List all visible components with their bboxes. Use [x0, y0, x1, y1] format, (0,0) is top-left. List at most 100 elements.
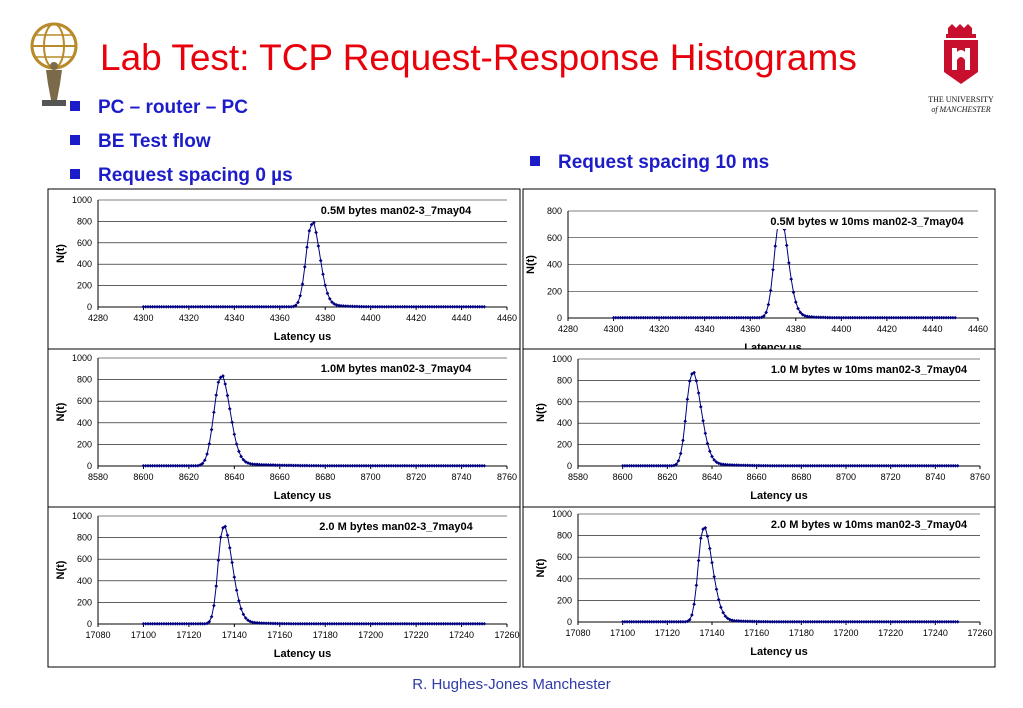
data-point: [750, 315, 755, 320]
data-point: [685, 397, 690, 402]
data-point: [191, 304, 196, 309]
data-point: [441, 463, 446, 468]
data-point: [707, 449, 712, 454]
data-point: [698, 405, 703, 409]
data-point: [402, 463, 407, 468]
data-point: [477, 304, 482, 309]
x-tick-label: 17260: [967, 628, 992, 638]
data-point: [400, 463, 405, 468]
data-point: [913, 619, 918, 624]
y-tick-label: 800: [77, 375, 92, 385]
y-tick-label: 800: [77, 533, 92, 543]
data-point: [791, 290, 796, 295]
data-point: [766, 302, 771, 307]
data-point: [380, 463, 384, 468]
data-point: [189, 463, 194, 468]
data-point: [391, 304, 396, 309]
data-point: [696, 391, 701, 395]
data-point: [173, 304, 178, 309]
data-point: [277, 463, 282, 468]
data-point: [725, 462, 730, 467]
data-point: [759, 619, 763, 624]
data-point: [855, 315, 860, 320]
data-point: [844, 315, 848, 320]
data-point: [949, 619, 953, 624]
data-point: [389, 621, 393, 626]
data-point: [719, 605, 723, 610]
data-point: [250, 462, 255, 466]
data-point: [471, 304, 475, 309]
data-point: [898, 315, 903, 320]
x-tick-label: 4460: [497, 313, 517, 323]
data-point: [325, 291, 330, 296]
data-point: [357, 463, 362, 468]
data-point: [150, 463, 155, 468]
data-point: [937, 315, 942, 320]
data-point: [815, 619, 819, 624]
data-point: [407, 463, 412, 468]
data-point: [325, 463, 330, 468]
data-point: [468, 463, 473, 468]
data-point: [482, 304, 487, 309]
data-point: [296, 463, 300, 468]
data-point: [636, 315, 641, 320]
data-point: [792, 619, 797, 624]
data-point: [765, 619, 770, 624]
data-point: [464, 463, 468, 468]
data-point: [643, 315, 648, 320]
data-point: [718, 315, 723, 320]
data-point: [663, 619, 667, 624]
data-point: [373, 304, 378, 309]
data-point: [920, 619, 924, 624]
data-point: [730, 315, 734, 320]
data-point: [915, 463, 920, 468]
bullet-item: Request spacing 10 ms: [530, 151, 769, 175]
chart-frame: [522, 506, 996, 668]
data-point: [828, 619, 833, 624]
data-point: [739, 315, 743, 320]
data-point: [732, 315, 737, 320]
data-point: [618, 315, 623, 320]
data-point: [923, 315, 928, 320]
atlas-logo: [30, 22, 78, 106]
data-point: [841, 619, 846, 624]
y-tick-label: 600: [77, 396, 92, 406]
data-point: [937, 619, 942, 624]
data-point: [627, 315, 632, 320]
data-point: [323, 283, 328, 288]
data-point: [859, 619, 864, 624]
data-point: [409, 621, 414, 626]
data-point: [473, 621, 478, 626]
data-point: [681, 619, 685, 624]
data-point: [293, 621, 298, 626]
data-point: [924, 619, 929, 624]
data-point: [712, 458, 717, 462]
data-point: [935, 619, 940, 624]
data-point: [940, 619, 944, 624]
data-point: [366, 463, 371, 468]
data-point: [639, 315, 643, 320]
data-point: [846, 463, 851, 468]
data-point: [839, 463, 844, 468]
data-point: [700, 315, 705, 320]
data-point: [942, 463, 947, 468]
data-point: [824, 619, 828, 624]
x-tick-label: 8600: [613, 472, 633, 482]
bullet-item: Request spacing 0 µs: [70, 164, 293, 188]
data-point: [364, 304, 368, 309]
data-point: [933, 619, 938, 624]
data-point: [171, 304, 175, 309]
data-point: [352, 304, 357, 309]
data-point: [284, 621, 289, 626]
data-point: [669, 619, 674, 624]
data-point: [803, 463, 808, 468]
y-tick-label: 1000: [72, 195, 92, 205]
data-point: [763, 463, 768, 468]
data-point: [268, 463, 273, 467]
x-tick-label: 17140: [699, 628, 724, 638]
data-point: [888, 463, 893, 468]
data-point: [631, 619, 636, 624]
x-tick-label: 8760: [497, 472, 517, 482]
data-point: [632, 315, 636, 320]
data-point: [686, 315, 691, 320]
